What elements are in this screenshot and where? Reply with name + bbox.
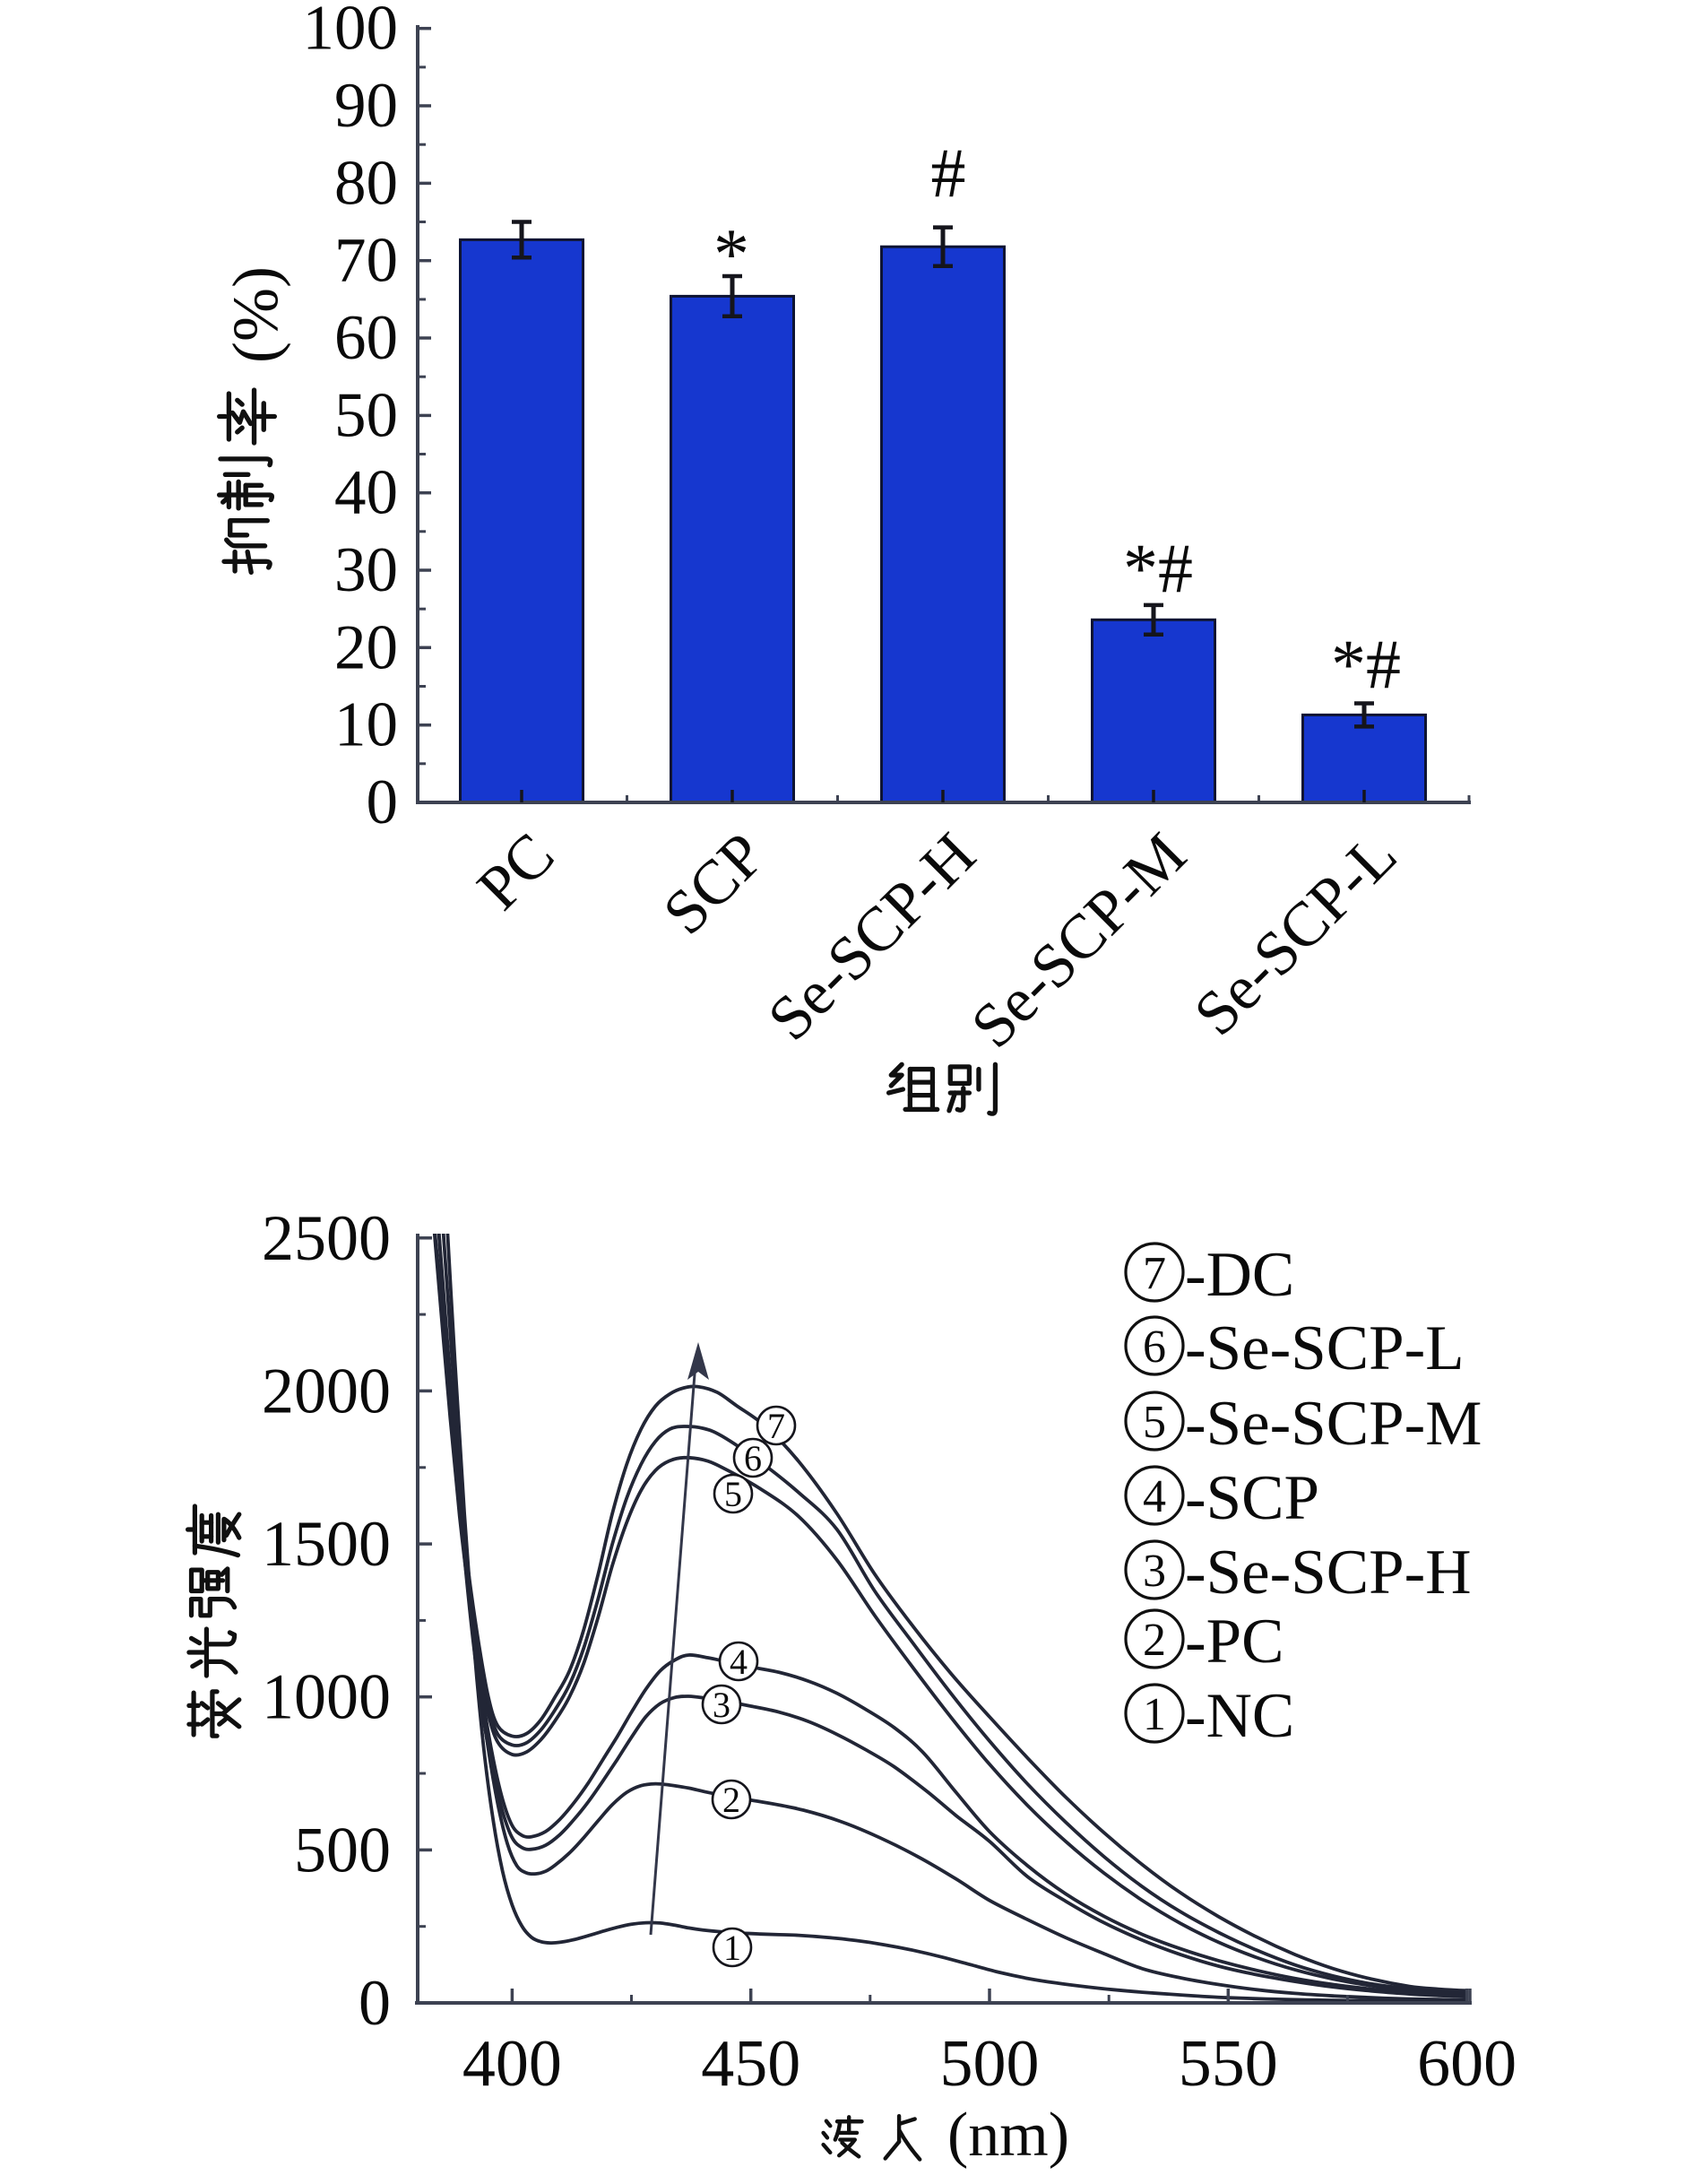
svg-text:20: 20 [334, 612, 398, 682]
svg-text:5: 5 [724, 1474, 742, 1514]
svg-text:50: 50 [334, 380, 398, 450]
svg-text:60: 60 [334, 303, 398, 373]
svg-text:2500: 2500 [262, 1202, 391, 1274]
svg-text:3: 3 [713, 1685, 730, 1725]
svg-text:2000: 2000 [262, 1355, 391, 1426]
svg-text:3: 3 [1143, 1546, 1166, 1597]
svg-text:-PC: -PC [1185, 1607, 1284, 1677]
svg-text:4: 4 [1143, 1471, 1166, 1522]
svg-text:10: 10 [334, 690, 398, 760]
svg-text:1: 1 [723, 1928, 741, 1968]
svg-text:-Se-SCP-L: -Se-SCP-L [1185, 1313, 1465, 1383]
svg-text:40: 40 [334, 458, 398, 528]
svg-text:7: 7 [767, 1406, 785, 1446]
svg-text:-Se-SCP-M: -Se-SCP-M [1185, 1389, 1482, 1459]
svg-text:600: 600 [1417, 2027, 1517, 2101]
svg-text:#: # [931, 134, 966, 212]
svg-text:0: 0 [359, 1967, 391, 2039]
svg-text:(nm): (nm) [947, 2101, 1069, 2170]
svg-text:500: 500 [294, 1814, 391, 1885]
svg-text:2: 2 [722, 1780, 740, 1820]
svg-text:400: 400 [462, 2027, 562, 2101]
svg-text:-DC: -DC [1185, 1240, 1294, 1310]
svg-text:7: 7 [1143, 1248, 1166, 1299]
svg-text:1: 1 [1143, 1689, 1166, 1740]
svg-text:450: 450 [701, 2027, 800, 2101]
svg-text:70: 70 [334, 226, 398, 296]
svg-text:550: 550 [1179, 2027, 1278, 2101]
svg-text:0: 0 [367, 767, 399, 837]
svg-text:90: 90 [334, 71, 398, 141]
svg-text:5: 5 [1143, 1397, 1166, 1448]
svg-text:*: * [713, 215, 749, 294]
svg-text:-NC: -NC [1185, 1681, 1294, 1751]
svg-text:30: 30 [334, 535, 398, 605]
svg-text:(%): (%) [220, 266, 291, 363]
svg-text:*#: *# [1331, 625, 1401, 703]
svg-text:1000: 1000 [262, 1661, 391, 1733]
svg-text:6: 6 [1143, 1322, 1166, 1373]
svg-text:*#: *# [1123, 529, 1193, 607]
svg-text:2: 2 [1143, 1615, 1166, 1666]
svg-text:4: 4 [730, 1642, 748, 1682]
svg-text:100: 100 [303, 0, 399, 64]
svg-text:80: 80 [334, 148, 398, 218]
svg-text:6: 6 [744, 1438, 762, 1478]
svg-text:-SCP: -SCP [1185, 1463, 1319, 1533]
svg-text:500: 500 [940, 2027, 1040, 2101]
svg-text:-Se-SCP-H: -Se-SCP-H [1185, 1538, 1472, 1608]
svg-text:1500: 1500 [262, 1508, 391, 1580]
